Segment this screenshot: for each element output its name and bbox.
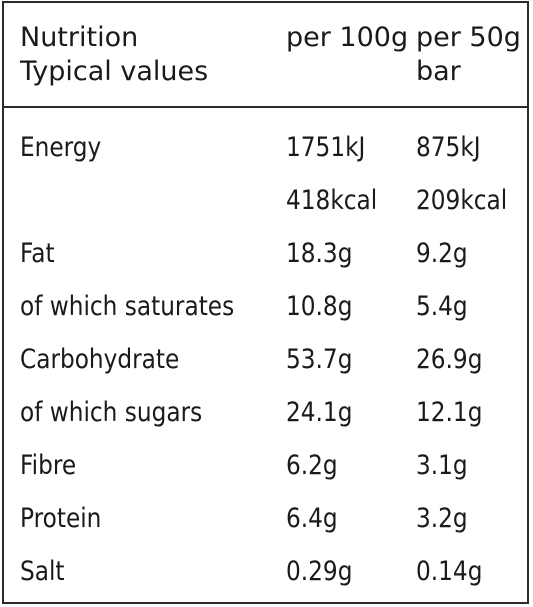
header-label-line2: Typical values (20, 56, 209, 87)
row-per-50g: 209kcal (416, 185, 508, 216)
table-row: Protein 6.4g 3.2g (4, 492, 527, 545)
table-header: Nutrition Typical values per 100g per 50… (4, 3, 527, 108)
table-row: Fat 18.3g 9.2g (4, 227, 527, 280)
row-label: of which sugars (20, 397, 203, 428)
header-per-50g-line2: bar (416, 56, 461, 87)
table-row: of which saturates 10.8g 5.4g (4, 280, 527, 333)
header-label-line1: Nutrition (20, 22, 139, 53)
row-per-50g: 5.4g (416, 291, 468, 322)
header-label: Nutrition Typical values (20, 21, 208, 89)
table-row: Fibre 6.2g 3.1g (4, 439, 527, 492)
table-row: Salt 0.29g 0.14g (4, 545, 527, 598)
row-label: Carbohydrate (20, 344, 180, 375)
row-per-100g: 53.7g (286, 344, 353, 375)
header-per-100g: per 100g (286, 22, 409, 53)
row-per-100g: 6.2g (286, 450, 338, 481)
row-per-50g: 875kJ (416, 132, 481, 163)
row-per-100g: 24.1g (286, 397, 353, 428)
row-per-50g: 0.14g (416, 556, 483, 587)
row-per-50g: 3.2g (416, 503, 468, 534)
header-per-50g-line1: per 50g (416, 22, 521, 53)
table-row: Carbohydrate 53.7g 26.9g (4, 333, 527, 386)
row-per-100g: 18.3g (286, 238, 353, 269)
row-per-100g: 0.29g (286, 556, 353, 587)
row-per-100g: 418kcal (286, 185, 378, 216)
row-per-50g: 12.1g (416, 397, 483, 428)
row-per-50g: 9.2g (416, 238, 468, 269)
header-per-50g: per 50g bar (416, 21, 521, 89)
row-per-100g: 1751kJ (286, 132, 366, 163)
row-per-100g: 6.4g (286, 503, 338, 534)
row-per-50g: 26.9g (416, 344, 483, 375)
row-per-50g: 3.1g (416, 450, 468, 481)
row-label: Protein (20, 503, 102, 534)
row-per-100g: 10.8g (286, 291, 353, 322)
row-label: of which saturates (20, 291, 235, 322)
table-row: of which sugars 24.1g 12.1g (4, 386, 527, 439)
table-row: 418kcal 209kcal (4, 174, 527, 227)
row-label: Energy (20, 132, 102, 163)
row-label: Salt (20, 556, 65, 587)
table-row: Energy 1751kJ 875kJ (4, 121, 527, 174)
row-label: Fibre (20, 450, 77, 481)
row-label: Fat (20, 238, 55, 269)
